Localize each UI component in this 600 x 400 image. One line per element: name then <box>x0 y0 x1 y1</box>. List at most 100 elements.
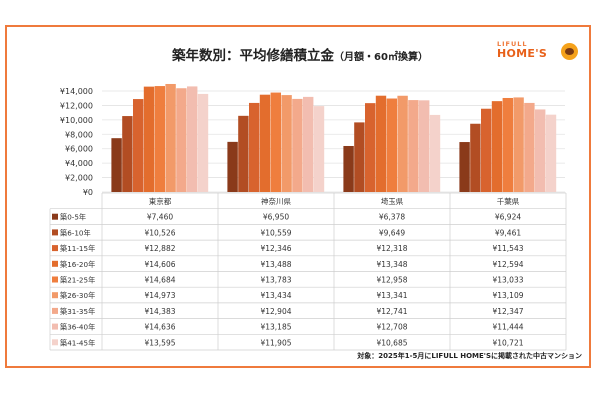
data-label: ¥12,958 <box>376 276 407 285</box>
bar <box>143 86 155 192</box>
y-tick-label: ¥14,000 <box>60 87 93 96</box>
bar <box>386 98 397 192</box>
bar <box>303 96 314 192</box>
legend-label: 築6-10年 <box>60 228 91 237</box>
logo-big-text: HOME'S <box>497 46 548 60</box>
legend-swatch <box>52 213 58 220</box>
bar <box>470 123 481 192</box>
bar <box>354 122 365 192</box>
category-label: 神奈川県 <box>261 196 291 206</box>
y-tick-label: ¥10,000 <box>60 116 93 125</box>
data-label: ¥12,594 <box>492 260 523 269</box>
data-label: ¥13,341 <box>376 291 407 300</box>
bar <box>408 100 419 192</box>
data-label: ¥10,559 <box>260 228 291 237</box>
title-main: 築年数別：平均修繕積立金 <box>172 48 335 64</box>
data-label: ¥10,721 <box>492 338 523 347</box>
bar <box>270 92 281 192</box>
homes-mascot-icon <box>561 43 578 60</box>
bar <box>259 94 271 192</box>
bar <box>513 97 524 192</box>
legend-swatch <box>52 339 58 346</box>
bar <box>281 95 292 192</box>
bar <box>227 141 238 192</box>
legend-label: 築36-40年 <box>60 323 95 332</box>
chart-title: 築年数別：平均修繕積立金（月額・60㎡換算） <box>0 44 600 64</box>
bar <box>459 142 470 192</box>
data-label: ¥13,595 <box>144 338 175 347</box>
bar <box>397 95 408 192</box>
category-label: 千葉県 <box>497 196 520 206</box>
bar <box>491 101 503 192</box>
legend-swatch <box>52 307 58 314</box>
bar <box>343 145 354 192</box>
bar <box>502 97 513 192</box>
data-label: ¥13,185 <box>260 323 291 332</box>
y-tick-label: ¥4,000 <box>65 159 93 168</box>
data-label: ¥11,444 <box>492 323 523 332</box>
data-label: ¥12,741 <box>376 307 407 316</box>
bar <box>375 95 387 192</box>
data-label: ¥9,649 <box>379 228 405 237</box>
data-label: ¥12,318 <box>376 244 407 253</box>
bar <box>249 102 260 192</box>
bar <box>365 103 376 192</box>
data-label: ¥6,950 <box>263 213 289 222</box>
chart-frame <box>5 25 591 368</box>
bar <box>133 99 144 192</box>
data-label: ¥12,346 <box>260 244 291 253</box>
footnote: 対象：2025年1-5月にLIFULL HOME'Sに掲載された中古マンション <box>357 352 582 360</box>
data-label: ¥14,606 <box>144 260 175 269</box>
y-tick-label: ¥12,000 <box>60 101 93 110</box>
category-label: 東京都 <box>149 196 172 206</box>
bar <box>197 93 209 192</box>
title-subtitle: （月額・60㎡換算） <box>334 52 428 63</box>
bar <box>419 100 430 192</box>
data-label: ¥12,904 <box>260 307 291 316</box>
bar <box>481 108 492 192</box>
data-label: ¥13,783 <box>260 276 291 285</box>
legend-label: 築21-25年 <box>60 276 95 285</box>
data-label: ¥14,636 <box>144 323 175 332</box>
bar <box>313 106 325 192</box>
data-label: ¥10,685 <box>376 338 407 347</box>
data-label: ¥13,434 <box>260 291 291 300</box>
data-label: ¥13,033 <box>492 276 523 285</box>
bar <box>535 109 546 192</box>
data-label: ¥7,460 <box>147 213 173 222</box>
y-tick-label: ¥6,000 <box>65 145 93 154</box>
legend-swatch <box>52 260 58 267</box>
bar <box>238 115 249 192</box>
bar <box>111 138 122 192</box>
bar <box>429 114 441 192</box>
category-label: 埼玉県 <box>381 196 404 206</box>
data-label: ¥14,684 <box>144 276 175 285</box>
data-label: ¥6,924 <box>495 213 521 222</box>
data-label: ¥11,543 <box>492 244 523 253</box>
data-label: ¥12,708 <box>376 323 407 332</box>
data-label: ¥12,882 <box>144 244 175 253</box>
lifull-homes-logo: LIFULL HOME'S <box>497 40 578 67</box>
bar <box>122 116 133 192</box>
bar <box>292 98 303 192</box>
data-label: ¥14,973 <box>144 291 175 300</box>
data-label: ¥6,378 <box>379 213 405 222</box>
legend-swatch <box>52 292 58 299</box>
bar <box>187 86 198 192</box>
legend-swatch <box>52 229 58 236</box>
bar <box>176 88 187 192</box>
data-label: ¥12,347 <box>492 307 523 316</box>
data-label: ¥14,383 <box>144 307 175 316</box>
legend-swatch <box>52 323 58 330</box>
data-label: ¥10,526 <box>144 228 175 237</box>
legend-label: 築26-30年 <box>60 291 95 300</box>
legend-label: 築31-35年 <box>60 307 95 316</box>
bar <box>545 114 557 192</box>
logo-small-text: LIFULL <box>497 40 528 48</box>
y-tick-label: ¥8,000 <box>65 130 93 139</box>
legend-label: 築0-5年 <box>60 213 86 222</box>
data-label: ¥11,905 <box>260 338 291 347</box>
y-tick-label: ¥0 <box>83 188 93 197</box>
bar <box>165 83 176 192</box>
